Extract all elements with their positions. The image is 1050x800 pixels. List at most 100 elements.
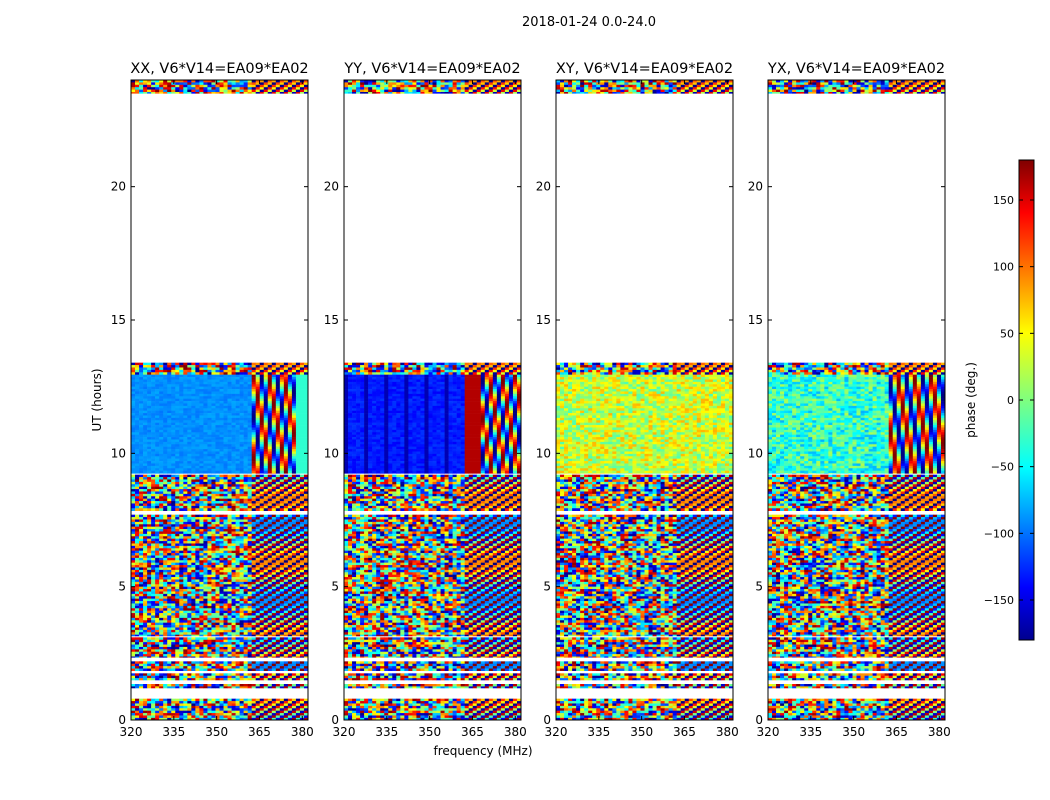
phase-cell bbox=[179, 517, 183, 520]
phase-cell bbox=[240, 669, 244, 671]
phase-cell bbox=[224, 515, 228, 518]
phase-cell bbox=[248, 686, 252, 688]
phase-cell bbox=[268, 640, 272, 643]
phase-cell bbox=[232, 711, 236, 714]
phase-cell bbox=[232, 701, 236, 704]
phase-cell bbox=[232, 642, 236, 645]
phase-cell bbox=[131, 522, 135, 525]
phase-cell bbox=[244, 642, 248, 645]
phase-cell bbox=[167, 713, 171, 716]
phase-cell bbox=[139, 686, 143, 688]
phase-cell bbox=[187, 527, 191, 530]
phase-cell bbox=[151, 713, 155, 716]
phase-cell bbox=[171, 531, 175, 534]
phase-cell bbox=[244, 524, 248, 527]
phase-cell bbox=[276, 652, 280, 655]
phase-cell bbox=[236, 527, 240, 530]
phase-cell bbox=[215, 657, 219, 658]
phase-cell bbox=[163, 703, 167, 706]
phase-cell bbox=[232, 673, 236, 676]
phase-cell bbox=[296, 647, 300, 650]
phase-cell bbox=[232, 637, 236, 640]
phase-cell bbox=[159, 673, 163, 676]
phase-cell bbox=[131, 654, 135, 657]
phase-cell bbox=[252, 678, 256, 680]
phase-cell bbox=[228, 640, 232, 643]
phase-cell bbox=[296, 642, 300, 645]
phase-cell bbox=[179, 645, 183, 648]
phase-cell bbox=[207, 527, 211, 530]
phase-cell bbox=[264, 515, 268, 518]
phase-cell bbox=[232, 517, 236, 520]
phase-cell bbox=[167, 519, 171, 522]
phase-cell bbox=[288, 652, 292, 655]
phase-cell bbox=[131, 676, 135, 679]
phase-cell bbox=[288, 654, 292, 657]
phase-cell bbox=[220, 664, 224, 667]
phase-cell bbox=[288, 678, 292, 680]
phase-cell bbox=[272, 703, 276, 706]
phase-cell bbox=[236, 684, 240, 687]
phase-cell bbox=[300, 666, 304, 669]
phase-cell bbox=[159, 519, 163, 522]
phase-cell bbox=[300, 647, 304, 650]
phase-cell bbox=[236, 666, 240, 669]
phase-cell bbox=[280, 519, 284, 522]
phase-cell bbox=[155, 676, 159, 679]
phase-cell bbox=[159, 645, 163, 648]
phase-cell bbox=[236, 637, 240, 640]
phase-cell bbox=[296, 637, 300, 640]
phase-cell bbox=[203, 637, 207, 640]
phase-cell bbox=[207, 640, 211, 643]
phase-cell bbox=[139, 642, 143, 645]
phase-cell bbox=[244, 673, 248, 676]
phase-cell bbox=[296, 519, 300, 522]
phase-cell bbox=[264, 669, 268, 671]
phase-cell bbox=[248, 640, 252, 643]
phase-cell bbox=[256, 640, 260, 643]
phase-cell bbox=[300, 678, 304, 680]
phase-cell bbox=[191, 703, 195, 706]
phase-cell bbox=[300, 664, 304, 667]
phase-cell bbox=[171, 522, 175, 525]
phase-cell bbox=[191, 640, 195, 643]
phase-cell bbox=[256, 517, 260, 520]
phase-cell bbox=[135, 640, 139, 643]
phase-cell bbox=[228, 711, 232, 714]
phase-cell bbox=[252, 715, 256, 718]
phase-cell bbox=[215, 647, 219, 650]
phase-cell bbox=[155, 522, 159, 525]
phase-cell bbox=[284, 661, 288, 664]
phase-cell bbox=[300, 676, 304, 679]
phase-cell bbox=[256, 519, 260, 522]
phase-cell bbox=[143, 699, 147, 702]
phase-cell bbox=[284, 701, 288, 704]
phase-cell bbox=[207, 684, 211, 687]
phase-cell bbox=[300, 642, 304, 645]
phase-cell bbox=[135, 661, 139, 664]
phase-cell bbox=[187, 661, 191, 664]
phase-cell bbox=[187, 703, 191, 706]
phase-cell bbox=[139, 666, 143, 669]
phase-cell bbox=[139, 657, 143, 658]
phase-cell bbox=[163, 524, 167, 527]
phase-cell bbox=[187, 529, 191, 532]
phase-cell bbox=[284, 708, 288, 711]
phase-cell bbox=[228, 666, 232, 669]
phase-cell bbox=[280, 637, 284, 640]
phase-cell bbox=[207, 701, 211, 704]
phase-cell bbox=[191, 666, 195, 669]
phase-cell bbox=[175, 711, 179, 714]
phase-cell bbox=[183, 715, 187, 718]
phase-cell bbox=[292, 715, 296, 718]
phase-cell bbox=[171, 699, 175, 702]
phase-cell bbox=[276, 661, 280, 664]
phase-cell bbox=[143, 713, 147, 716]
phase-cell bbox=[167, 531, 171, 534]
phase-cell bbox=[207, 654, 211, 657]
phase-cell bbox=[203, 678, 207, 680]
phase-cell bbox=[215, 678, 219, 680]
phase-cell bbox=[292, 524, 296, 527]
phase-cell bbox=[236, 706, 240, 709]
phase-cell bbox=[276, 673, 280, 676]
